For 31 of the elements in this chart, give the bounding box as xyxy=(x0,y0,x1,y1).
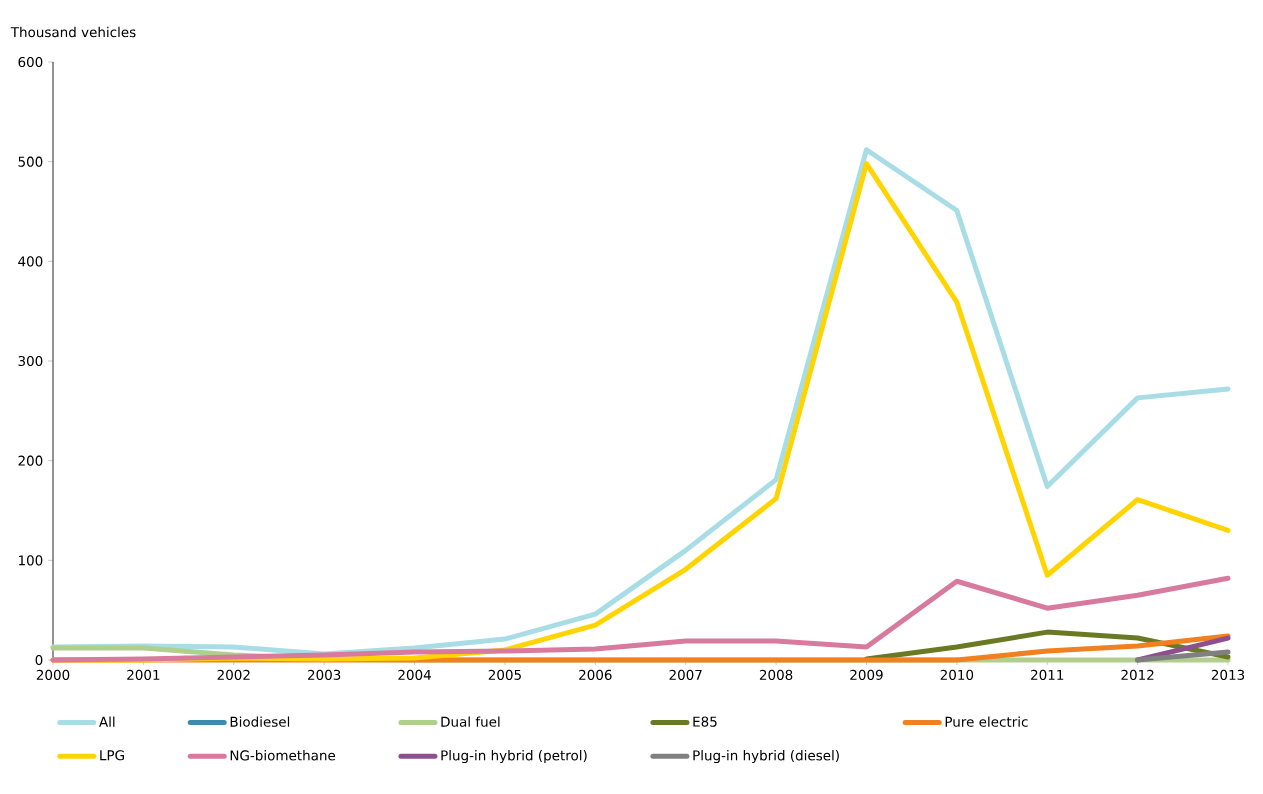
legend-label: Plug-in hybrid (diesel) xyxy=(693,750,839,764)
legend-label: NG-biomethane xyxy=(230,750,336,761)
y-tick-label: 500 xyxy=(18,156,43,167)
x-tick-label: 2010 xyxy=(940,669,974,680)
y-tick-label: 0 xyxy=(35,654,43,666)
legend-label: Plug-in hybrid (petrol) xyxy=(441,750,587,764)
x-tick-label: 2007 xyxy=(669,669,702,680)
y-tick-label: 200 xyxy=(18,455,43,466)
legend-label: Biodiesel xyxy=(230,716,290,727)
legend-label: Dual fuel xyxy=(441,716,500,727)
legend-label: LPG xyxy=(100,750,124,761)
x-tick-label: 2002 xyxy=(217,669,250,680)
x-tick-label: 2004 xyxy=(398,669,431,680)
x-tick-label: 2012 xyxy=(1121,669,1154,680)
x-tick-label: 2011 xyxy=(1031,669,1064,680)
y-axis-title: Thousand vehicles xyxy=(10,26,136,38)
y-tick-label: 300 xyxy=(18,355,43,367)
x-tick-label: 2001 xyxy=(127,669,160,680)
legend-label: Pure electric xyxy=(945,716,1028,727)
y-tick-label: 400 xyxy=(18,256,43,267)
x-tick-label: 2000 xyxy=(36,669,70,680)
legend-label: All xyxy=(99,716,115,727)
x-tick-label: 2006 xyxy=(579,669,612,680)
y-tick-label: 600 xyxy=(18,56,43,68)
x-tick-label: 2008 xyxy=(759,669,793,680)
x-tick-label: 2003 xyxy=(307,669,341,680)
x-tick-label: 2013 xyxy=(1211,669,1245,680)
y-tick-label: 100 xyxy=(18,555,43,566)
x-tick-label: 2005 xyxy=(488,669,521,680)
x-tick-label: 2009 xyxy=(850,669,883,680)
legend-label: E85 xyxy=(693,716,717,727)
